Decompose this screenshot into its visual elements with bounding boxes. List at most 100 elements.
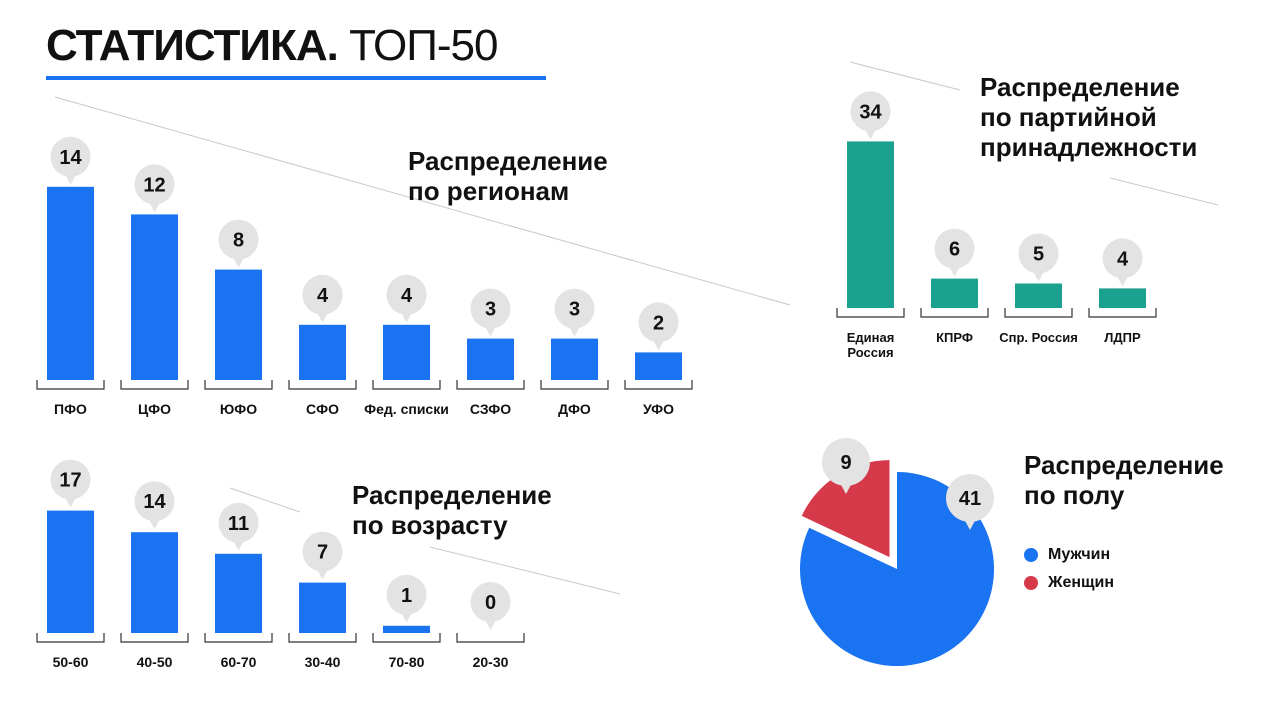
age-category-label: 50-60: [53, 654, 89, 670]
age-category-label: 20-30: [473, 654, 509, 670]
region-value-bubble-label: 12: [143, 174, 165, 196]
region-axis-bracket: [204, 380, 273, 390]
age-category-label: 60-70: [221, 654, 257, 670]
party-value-bubble: 6: [934, 228, 975, 277]
party-chart-title: Распределение по партийной принадлежност…: [980, 72, 1197, 162]
region-value-bubble-label: 14: [59, 147, 82, 169]
region-category-label: СЗФО: [470, 401, 511, 417]
age-value-bubble-circle: [134, 481, 175, 522]
gender-title-line-1: Распределение: [1024, 450, 1224, 480]
party-value-bubble-label: 5: [1033, 244, 1044, 266]
age-title-line-2: по возрасту: [352, 510, 508, 540]
age-category-label: 40-50: [137, 654, 173, 670]
region-value-bubble-circle: [554, 288, 595, 329]
party-value-bubble-label: 4: [1117, 248, 1129, 270]
party-value-bubble: 5: [1018, 233, 1059, 282]
title-light: ТОП-50: [349, 21, 498, 70]
age-value-bubble: 0: [470, 582, 511, 630]
region-value-bubble: 8: [218, 219, 259, 268]
region-value-bubble-circle: [470, 288, 511, 329]
party-category-label: Спр. Россия: [999, 330, 1078, 345]
title-bold: СТАТИСТИКА.: [46, 21, 339, 70]
title-underline: [46, 76, 546, 80]
age-bar: [131, 532, 178, 633]
age-chart-title: Распределение по возрасту: [352, 480, 552, 540]
party-axis-bracket: [1004, 308, 1073, 318]
page-title: СТАТИСТИКА. ТОП-50: [46, 20, 499, 72]
region-category-label: ЦФО: [138, 401, 171, 417]
region-value-bubble: 2: [638, 302, 679, 351]
party-category-label: Россия: [847, 345, 893, 360]
region-axis-bracket: [372, 380, 441, 390]
gender-legend: Мужчин Женщин: [1024, 543, 1114, 599]
region-value-bubble-label: 3: [485, 299, 496, 321]
region-value-bubble: 4: [386, 274, 427, 323]
age-value-bubble: 11: [218, 502, 259, 551]
region-value-bubble-circle: [50, 136, 91, 177]
pie-slice-women: [801, 460, 890, 558]
pie-value-bubble-women-label: 9: [840, 452, 851, 474]
age-axis-bracket: [36, 633, 105, 643]
party-axis-bracket: [1088, 308, 1157, 318]
region-value-bubble-label: 2: [653, 312, 664, 334]
region-value-bubble-label: 4: [317, 285, 329, 307]
region-bar: [635, 352, 682, 380]
legend-label-men: Мужчин: [1048, 546, 1111, 563]
party-axis-bracket: [836, 308, 905, 318]
region-value-bubble: 4: [302, 274, 343, 323]
age-value-bubble: 1: [386, 574, 427, 623]
decor-line: [1109, 177, 1219, 206]
region-value-bubble: 3: [470, 288, 511, 337]
age-bar: [215, 553, 262, 633]
party-bar: [931, 278, 978, 308]
age-value-bubble-label: 1: [401, 585, 412, 607]
age-value-bubble-label: 7: [317, 542, 328, 564]
decor-line: [849, 61, 961, 91]
age-value-bubble-label: 17: [59, 470, 81, 492]
party-value-bubble: 4: [1102, 238, 1143, 287]
region-category-label: ДФО: [558, 401, 591, 417]
age-axis-bracket: [120, 633, 189, 643]
legend-dot-men: [1024, 548, 1038, 562]
party-value-bubble-circle: [850, 91, 891, 132]
region-value-bubble-circle: [134, 164, 175, 205]
age-value-bubble-circle: [386, 574, 427, 615]
pie-value-bubble-men: 41: [946, 474, 994, 530]
pie-value-bubble-women: 9: [822, 438, 870, 494]
age-axis-bracket: [456, 633, 525, 643]
age-value-bubble-label: 0: [485, 592, 496, 614]
region-axis-bracket: [624, 380, 693, 390]
region-bar: [551, 338, 598, 380]
region-category-label: ЮФО: [220, 401, 257, 417]
region-value-bubble-circle: [218, 219, 259, 260]
age-axis-bracket: [204, 633, 273, 643]
age-value-bubble-label: 11: [228, 513, 249, 535]
party-category-label: ЛДПР: [1104, 330, 1141, 345]
pie-slice-men: [799, 472, 994, 666]
age-axis-bracket: [372, 633, 441, 643]
region-bar: [467, 338, 514, 380]
pie-value-bubble-men-label: 41: [959, 488, 981, 510]
party-axis-bracket: [920, 308, 989, 318]
decor-line: [229, 487, 301, 513]
age-title-line-1: Распределение: [352, 480, 552, 510]
region-value-bubble: 3: [554, 288, 595, 337]
region-axis-bracket: [36, 380, 105, 390]
region-value-bubble-label: 4: [401, 285, 413, 307]
party-title-line-3: принадлежности: [980, 132, 1198, 162]
party-category-label: Единая: [847, 330, 895, 345]
region-value-bubble-label: 3: [569, 299, 580, 321]
pie-value-bubble-women-circle: [822, 438, 870, 486]
region-value-bubble-label: 8: [233, 230, 244, 252]
decor-line: [429, 546, 621, 595]
party-value-bubble-circle: [1018, 233, 1059, 274]
age-axis-bracket: [288, 633, 357, 643]
region-value-bubble-circle: [386, 274, 427, 315]
age-value-bubble: 14: [134, 481, 175, 530]
regions-chart-title: Распределение по регионам: [408, 146, 608, 206]
party-bar: [847, 141, 894, 308]
party-value-bubble-circle: [1102, 238, 1143, 279]
age-category-label: 30-40: [305, 654, 341, 670]
region-bar: [383, 324, 430, 380]
